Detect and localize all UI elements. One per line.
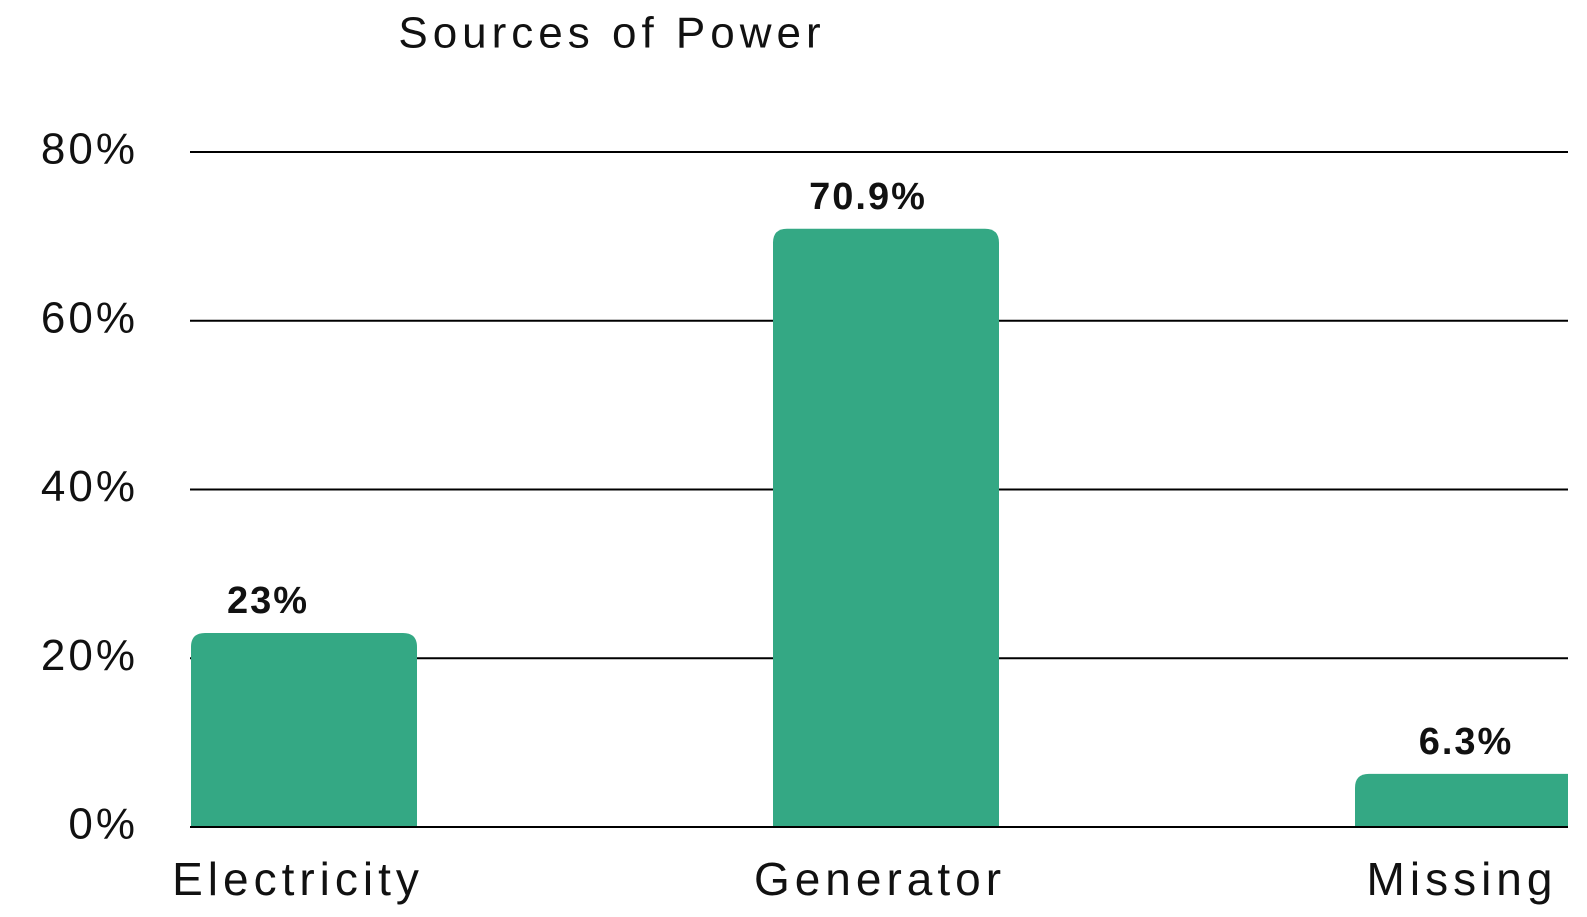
bar: [191, 632, 417, 827]
x-tick-label: Missing: [1367, 853, 1558, 905]
y-tick-label: 60%: [41, 293, 138, 342]
bar: [773, 228, 999, 827]
y-tick-label: 0%: [68, 800, 138, 849]
bar: [1355, 773, 1568, 827]
x-tick-label: Electricity: [172, 853, 424, 905]
value-label: 70.9%: [809, 176, 927, 218]
value-label: 23%: [227, 580, 309, 622]
plot-area: [190, 151, 1568, 828]
y-tick-label: 80%: [41, 125, 138, 174]
x-tick-label: Generator: [754, 853, 1006, 905]
y-tick-label: 40%: [41, 462, 138, 511]
chart-title: Sources of Power: [398, 9, 825, 58]
value-label: 6.3%: [1419, 721, 1514, 763]
y-tick-label: 20%: [41, 631, 138, 680]
